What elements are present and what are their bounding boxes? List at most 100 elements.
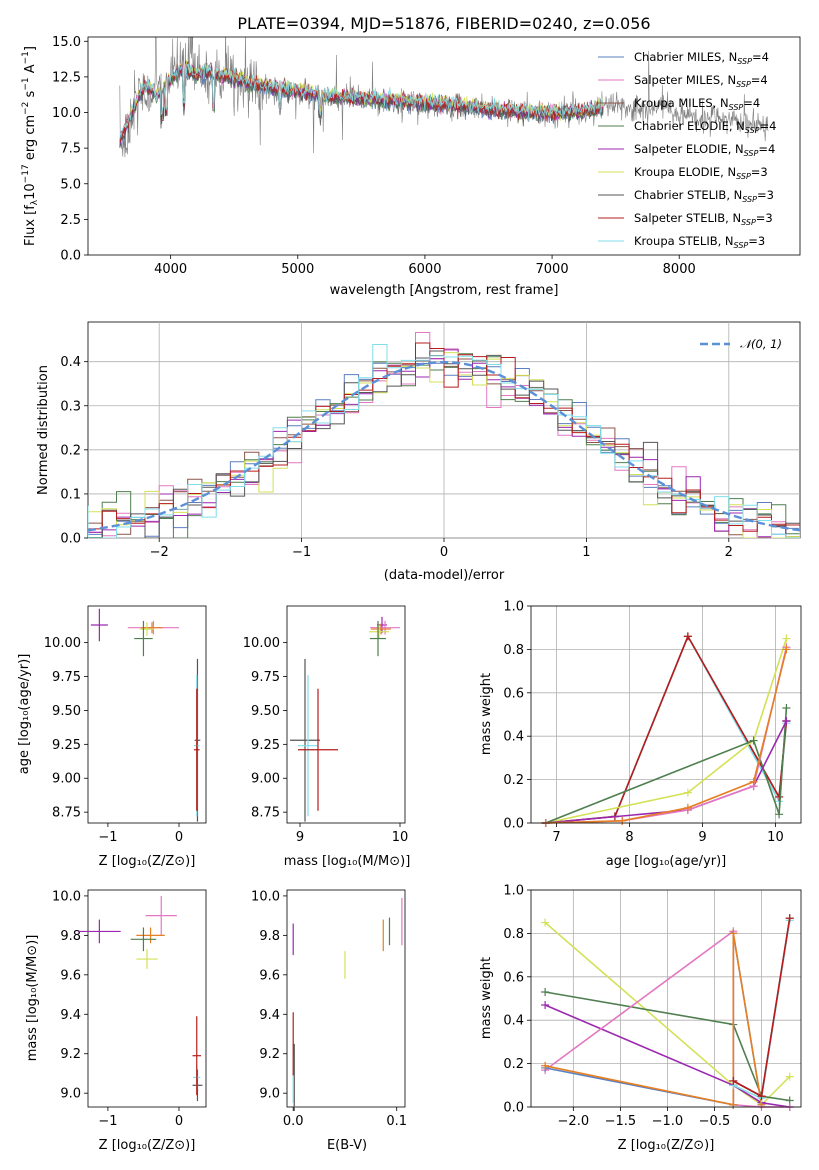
mass-vs-metallicity-panel: Z [log₁₀(Z/Z⊙)] mass [log₁₀(M/M⊙)] −1 0 9.… — [25, 889, 207, 1153]
mw-age-xlabel: age [log₁₀(age/yr)] — [606, 854, 727, 869]
mw-age-series-marker-5-3 — [782, 717, 791, 726]
legend-label-1: Salpeter MILES, NSSP=4 — [634, 73, 768, 89]
mw-age-ytick-label-5: 1.0 — [503, 600, 524, 615]
legend-label-5: Kroupa ELODIE, NSSP=3 — [634, 165, 768, 181]
age-vs-mass-xtick-label-1: 10 — [392, 830, 409, 845]
mw-age-series-marker-2-2 — [683, 632, 692, 641]
age-vs-Z-xtick-label-0: −1 — [98, 830, 117, 845]
mw-Z-series-marker-8-1 — [757, 1092, 766, 1101]
mw-Z-series-marker-0-0 — [541, 918, 550, 927]
mass-vs-Z-xlabel: Z [log₁₀(Z/Z⊙)] — [99, 1138, 196, 1153]
mw-Z-frame — [530, 889, 802, 1108]
mw-age-frame — [530, 605, 802, 824]
mass-weight-vs-age-panel: age [log₁₀(age/yr)] mass weight 7 8 9 10 0.0… — [479, 600, 802, 869]
spectrum-plot-area — [119, 37, 769, 158]
mass-vs-ebv-frame — [286, 889, 406, 1108]
residuals-ytick-label-4: 0.4 — [60, 355, 81, 370]
mw-Z-ylabel: mass weight — [479, 957, 494, 1039]
mass-vs-ebv-xtick-label-0: 0.0 — [283, 1114, 304, 1129]
mass-vs-Z-ytick-label-0: 9.0 — [60, 1087, 81, 1102]
legend-label-6: Chabrier STELIB, NSSP=3 — [634, 188, 774, 204]
mass-weight-vs-Z-panel: Z [log₁₀(Z/Z⊙)] mass weight −2.0 −1.5 −1.0… — [479, 884, 802, 1153]
mw-age-series-marker-2-3 — [775, 792, 784, 801]
age-vs-Z-ytick-label-3: 9.50 — [52, 704, 81, 719]
age-vs-mass-frame — [286, 605, 406, 824]
residuals-plot-area — [88, 332, 800, 538]
mass-vs-ebv-xlabel: E(B-V) — [327, 1138, 367, 1153]
spectrum-ytick-label-2: 5.0 — [60, 177, 81, 192]
age-vs-Z-xlabel: Z [log₁₀(Z/Z⊙)] — [99, 854, 196, 869]
mass-vs-Z-xtick-label-0: −1 — [98, 1114, 117, 1129]
legend-label-3: Chabrier ELODIE, NSSP=4 — [634, 119, 776, 135]
mw-Z-series-line-1 — [544, 991, 790, 1102]
mw-age-series-line-4 — [545, 707, 788, 824]
age-vs-Z-frame — [87, 605, 207, 824]
mass-vs-Z-ylabel: mass [log₁₀(M/M⊙)] — [25, 935, 40, 1062]
mw-age-series-marker-7-2 — [683, 803, 692, 812]
spectrum-ytick-label-3: 7.5 — [60, 142, 81, 157]
mw-Z-ytick-label-5: 1.0 — [503, 884, 524, 899]
mw-Z-xtick-label-3: −0.5 — [699, 1114, 731, 1129]
mw-age-xtick-label-3: 10 — [767, 830, 784, 845]
model-spectrum-line-8 — [119, 62, 604, 140]
mw-Z-xtick-label-0: −2.0 — [558, 1114, 590, 1129]
mass-vs-ebv-ytick-label-5: 10.0 — [251, 889, 280, 904]
legend-gaussian-label: 𝒩(0, 1) — [740, 337, 782, 351]
age-vs-Z-xtick-label-1: 0 — [175, 830, 183, 845]
mass-vs-Z-xtick-label-1: 0 — [175, 1114, 183, 1129]
mw-Z-xtick-label-1: −1.5 — [605, 1114, 637, 1129]
mw-Z-xtick-label-2: −1.0 — [652, 1114, 684, 1129]
spectrum-xtick-label-1: 5000 — [281, 262, 314, 277]
residuals-xlabel: (data-model)/error — [384, 568, 505, 583]
spectrum-frame — [87, 36, 801, 256]
spectrum-ytick-label-5: 12.5 — [52, 70, 81, 85]
residuals-ytick-label-3: 0.3 — [60, 399, 81, 414]
age-vs-Z-ytick-label-2: 9.25 — [52, 738, 81, 753]
mw-age-series-marker-4-3 — [782, 703, 791, 712]
mass-vs-ebv-xtick-label-1: 0.1 — [386, 1114, 407, 1129]
residuals-xtick-label-1: −1 — [292, 545, 311, 560]
mw-age-ytick-label-3: 0.6 — [503, 686, 524, 701]
spectrum-ytick-label-0: 0.0 — [60, 249, 81, 264]
age-vs-mass-ytick-label-1: 9.00 — [251, 772, 280, 787]
age-vs-mass-ytick-label-3: 9.50 — [251, 704, 280, 719]
mw-age-xtick-label-2: 9 — [698, 830, 706, 845]
mw-Z-ytick-label-1: 0.2 — [503, 1057, 524, 1072]
residuals-ytick-label-1: 0.1 — [60, 487, 81, 502]
spectrum-xtick-label-4: 8000 — [663, 262, 696, 277]
mw-age-series-marker-3-1 — [683, 788, 692, 797]
mw-Z-series-marker-5-0 — [541, 1061, 550, 1070]
mw-Z-ytick-label-4: 0.8 — [503, 927, 524, 942]
age-vs-Z-ytick-label-5: 10.00 — [44, 636, 81, 651]
mass-vs-ebv-ytick-label-3: 9.6 — [259, 968, 280, 983]
spectrum-xtick-label-3: 7000 — [536, 262, 569, 277]
age-vs-mass-ytick-label-4: 9.75 — [251, 670, 280, 685]
mass-vs-Z-ytick-label-1: 9.2 — [60, 1047, 81, 1062]
gaussian-reference-curve — [88, 360, 800, 532]
mw-Z-xlabel: Z [log₁₀(Z/Z⊙)] — [618, 1138, 715, 1153]
legend-label-7: Salpeter STELIB, NSSP=3 — [634, 211, 773, 227]
mw-Z-series-marker-8-0 — [729, 1076, 738, 1085]
mw-age-ytick-label-1: 0.2 — [503, 773, 524, 788]
mw-age-series-marker-7-4 — [782, 645, 791, 654]
spectrum-title: PLATE=0394, MJD=51876, FIBERID=0240, z=0… — [237, 14, 650, 33]
residuals-ylabel: Normed distribution — [36, 365, 51, 495]
mw-age-series-marker-3-3 — [782, 634, 791, 643]
spectrum-ytick-label-6: 15.0 — [52, 35, 81, 50]
mass-vs-ebv-ytick-label-0: 9.0 — [259, 1087, 280, 1102]
mw-Z-series-marker-8-2 — [785, 914, 794, 923]
mw-Z-series-line-5 — [544, 933, 763, 1106]
residuals-panel: (data-model)/error Normed distribution −… — [36, 321, 801, 583]
mw-Z-series-marker-2-0 — [541, 1001, 550, 1010]
mw-age-series-marker-4-1 — [749, 736, 758, 745]
mw-age-series-line-2 — [545, 634, 788, 824]
spectrum-ytick-label-1: 2.5 — [60, 213, 81, 228]
legend-label-8: Kroupa STELIB, NSSP=3 — [634, 234, 765, 250]
mw-age-ytick-label-2: 0.4 — [503, 730, 524, 745]
mass-vs-ebv-ytick-label-2: 9.4 — [259, 1008, 280, 1023]
mass-vs-ebv-ytick-label-4: 9.8 — [259, 929, 280, 944]
spectrum-ylabel: Flux [fλ10−17 erg cm−2 s−1 A−1] — [21, 46, 40, 246]
mw-Z-ytick-label-2: 0.4 — [503, 1014, 524, 1029]
age-vs-metallicity-panel: Z [log₁₀(Z/Z⊙)] age [log₁₀(age/yr)] −1 0 8… — [17, 605, 207, 869]
